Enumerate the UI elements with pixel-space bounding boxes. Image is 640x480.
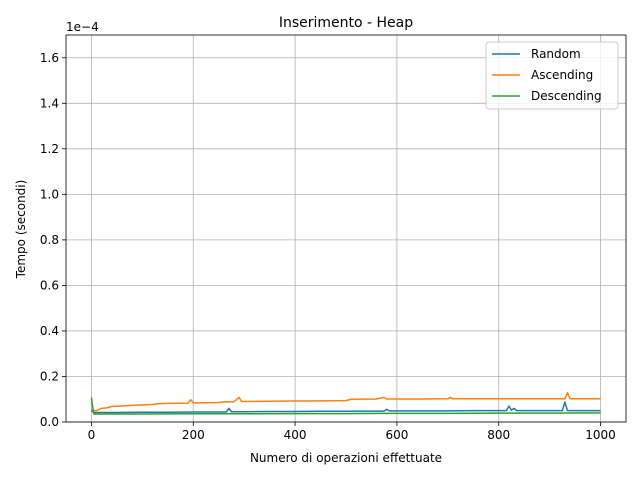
x-tick-label: 0 xyxy=(88,428,96,442)
y-tick-label: 1.0 xyxy=(40,187,59,201)
x-tick-label: 400 xyxy=(284,428,307,442)
chart-title: Inserimento - Heap xyxy=(279,15,413,31)
series-lines xyxy=(90,392,601,415)
y-tick-label: 1.4 xyxy=(40,96,59,110)
legend-label-random: Random xyxy=(531,47,581,61)
x-axis-label: Numero di operazioni effettuate xyxy=(250,451,442,465)
x-tick-label: 200 xyxy=(182,428,205,442)
y-tick-label: 0.0 xyxy=(40,415,59,429)
x-tick-label: 600 xyxy=(385,428,408,442)
y-axis-label: Tempo (secondi) xyxy=(14,180,28,280)
series-line-descending xyxy=(90,397,601,415)
y-tick-label: 1.6 xyxy=(40,51,59,65)
y-tick-label: 0.6 xyxy=(40,278,59,292)
plot-frame xyxy=(65,34,627,423)
x-tick-label: 800 xyxy=(487,428,510,442)
legend-label-descending: Descending xyxy=(531,89,602,103)
series-line-random xyxy=(90,401,601,414)
series-line-ascending xyxy=(91,392,601,412)
y-axis-offset-label: 1e−4 xyxy=(66,20,99,34)
y-tick-label: 0.4 xyxy=(40,324,59,338)
y-tick-label: 0.2 xyxy=(40,369,59,383)
legend: Random Ascending Descending xyxy=(485,41,619,110)
y-tick-label: 0.8 xyxy=(40,233,59,247)
legend-box xyxy=(485,41,619,110)
axis-ticks: 0 200 400 600 800 1000 0.0 0.2 0.4 0.6 0.8 1.0 1.2 1.… xyxy=(40,51,616,442)
y-tick-label: 1.2 xyxy=(40,142,59,156)
legend-label-ascending: Ascending xyxy=(531,68,593,82)
x-tick-label: 1000 xyxy=(585,428,616,442)
